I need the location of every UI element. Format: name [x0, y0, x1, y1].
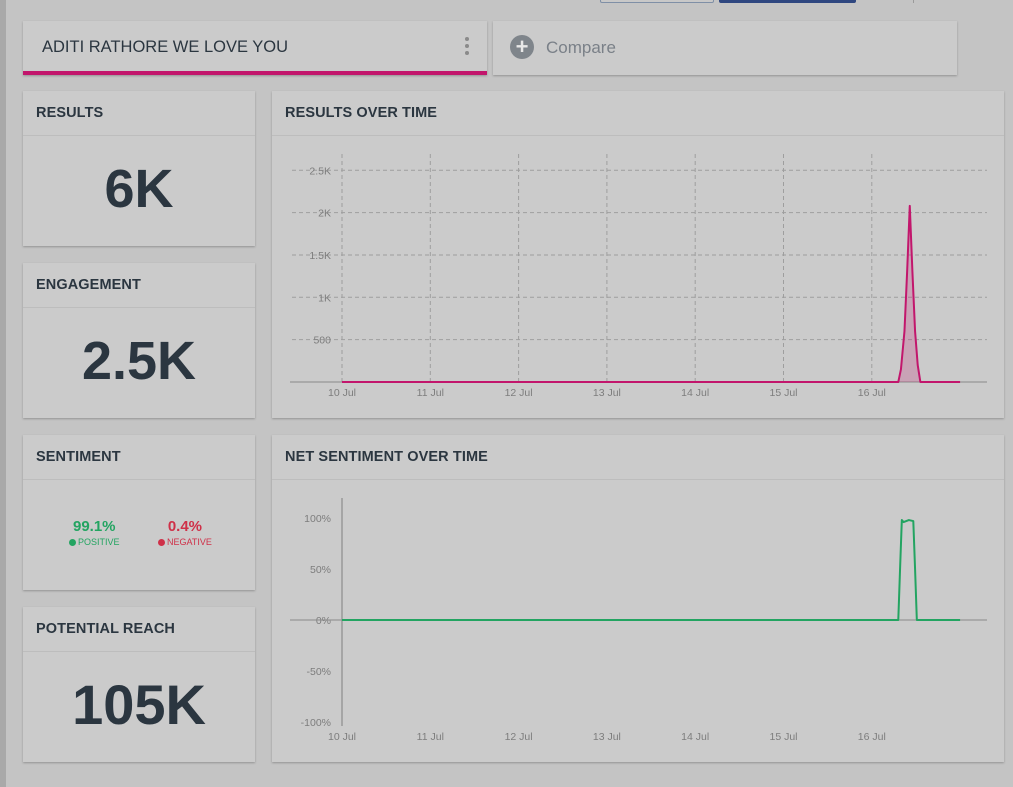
plus-circle-icon[interactable]: +: [510, 35, 534, 59]
x-tick-label: 14 Jul: [681, 387, 709, 399]
y-tick-label: 500: [313, 335, 331, 347]
results-card: RESULTS 6K: [23, 91, 255, 246]
x-tick-label: 10 Jul: [328, 731, 356, 743]
y-tick-label: 2K: [318, 208, 331, 220]
x-tick-label: 13 Jul: [593, 731, 621, 743]
positive-label: POSITIVE: [78, 537, 120, 547]
sentiment-chart-title: NET SENTIMENT OVER TIME: [272, 435, 1004, 480]
sentiment-title: SENTIMENT: [23, 435, 255, 480]
x-tick-label: 10 Jul: [328, 387, 356, 399]
engagement-title: ENGAGEMENT: [23, 263, 255, 308]
reach-title: POTENTIAL REACH: [23, 607, 255, 652]
x-tick-label: 14 Jul: [681, 731, 709, 743]
positive-smile-icon: [69, 539, 76, 546]
sentiment-series-line: [342, 519, 961, 621]
negative-value: 0.4%: [167, 518, 203, 535]
top-controls: [600, 0, 920, 3]
y-tick-label: -100%: [301, 717, 331, 729]
net-sentiment-card: NET SENTIMENT OVER TIME 100% 50% 0% -50% -10…: [272, 435, 1004, 762]
sentiment-card: SENTIMENT 99.1% POSITIVE 0.4% NEGATIVE: [23, 435, 255, 590]
y-tick-label: -50%: [306, 666, 331, 678]
results-chart-title: RESULTS OVER TIME: [272, 91, 1004, 136]
y-tick-label: 0%: [316, 615, 331, 627]
sentiment-breakdown: 99.1% POSITIVE 0.4% NEGATIVE: [23, 480, 255, 590]
x-tick-label: 16 Jul: [858, 731, 886, 743]
top-divider: [913, 0, 914, 3]
x-tick-label: 12 Jul: [505, 387, 533, 399]
x-tick-label: 12 Jul: [505, 731, 533, 743]
results-over-time-card: RESULTS OVER TIME 500 1K 1.5K 2K 2.5K 10 Jul 1…: [272, 91, 1004, 418]
results-title: RESULTS: [23, 91, 255, 136]
sentiment-negative: 0.4% NEGATIVE: [158, 518, 212, 547]
results-value: 6K: [104, 159, 174, 219]
query-tab[interactable]: ADITI RATHORE WE LOVE YOU: [23, 21, 487, 75]
positive-label-row: POSITIVE: [69, 537, 120, 547]
negative-frown-icon: [158, 539, 165, 546]
x-tick-label: 16 Jul: [858, 387, 886, 399]
results-series-line: [342, 204, 961, 383]
results-over-time-chart: 500 1K 1.5K 2K 2.5K 10 Jul 11 Jul 12 Jul 13 Jul 1…: [290, 154, 987, 399]
y-tick-label: 2.5K: [309, 165, 331, 177]
y-tick-label: 1.5K: [309, 250, 331, 262]
kebab-menu-icon[interactable]: [464, 37, 470, 59]
x-tick-label: 13 Jul: [593, 387, 621, 399]
engagement-card: ENGAGEMENT 2.5K: [23, 263, 255, 418]
engagement-value: 2.5K: [81, 331, 197, 391]
x-tick-label: 11 Jul: [417, 387, 444, 399]
y-tick-label: 50%: [310, 564, 331, 576]
query-label: ADITI RATHORE WE LOVE YOU: [42, 38, 289, 56]
x-tick-label: 15 Jul: [769, 387, 797, 399]
sentiment-positive: 99.1% POSITIVE: [69, 518, 120, 547]
positive-value: 99.1%: [72, 518, 116, 535]
results-area-fill: [342, 205, 961, 382]
top-outline-button[interactable]: [600, 0, 714, 3]
net-sentiment-chart: 100% 50% 0% -50% -100% 10 Jul 11 Jul 12 Jul 13 J…: [290, 498, 987, 743]
query-active-underline: [23, 71, 487, 75]
compare-tab[interactable]: + Compare: [493, 21, 957, 75]
y-tick-label: 100%: [304, 513, 331, 525]
y-tick-label: 1K: [318, 292, 331, 304]
reach-value: 105K: [72, 673, 206, 736]
compare-label: Compare: [546, 38, 616, 57]
left-edge: [0, 0, 6, 787]
negative-label-row: NEGATIVE: [158, 537, 212, 547]
x-tick-label: 11 Jul: [417, 731, 444, 743]
x-tick-label: 15 Jul: [769, 731, 797, 743]
reach-card: POTENTIAL REACH 105K: [23, 607, 255, 762]
top-primary-button[interactable]: [719, 0, 856, 3]
negative-label: NEGATIVE: [167, 537, 212, 547]
